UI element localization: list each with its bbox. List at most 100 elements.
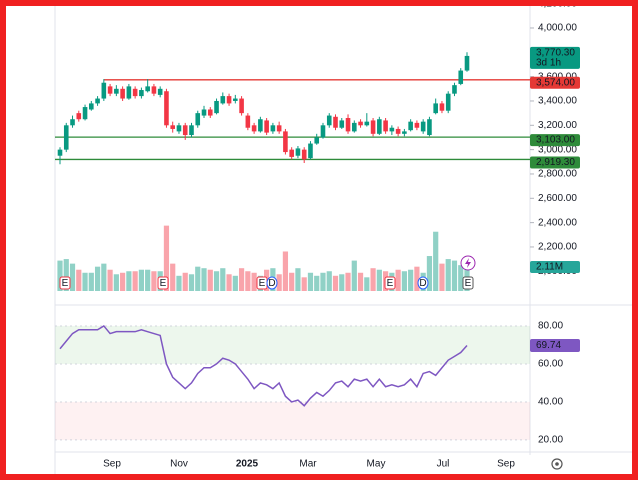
level-label: 3,574.00	[536, 77, 575, 88]
level-label-box	[530, 134, 580, 147]
volume-bar	[182, 272, 188, 291]
candle-body	[402, 131, 407, 134]
settings-icon[interactable]	[551, 458, 563, 470]
volume-bar	[351, 260, 357, 291]
candle-body	[76, 113, 82, 120]
volume-bar	[76, 269, 82, 291]
candle-body	[239, 98, 244, 114]
candle-body	[182, 125, 188, 136]
y-tick-label: 2,400.00	[538, 217, 577, 228]
rsi-tick-label: 80.00	[538, 321, 563, 332]
volume-bar	[332, 275, 339, 291]
volume-bar	[113, 274, 119, 291]
candle-body	[95, 98, 100, 104]
event-badge-label: E	[465, 278, 472, 289]
event-badge-label: E	[259, 278, 266, 289]
rsi-tick-label: 60.00	[538, 359, 563, 370]
candle-body	[420, 121, 426, 132]
volume-bar	[364, 277, 370, 291]
rsi-tick-label: 20.00	[538, 435, 563, 446]
volume-bar	[314, 275, 320, 291]
candle-body	[464, 55, 470, 71]
candle-body	[214, 100, 219, 114]
candle-body	[414, 122, 420, 128]
candle-body	[70, 119, 75, 126]
candle-body	[345, 118, 351, 132]
candle-body	[89, 103, 94, 110]
y-tick-label: 3,000.00	[538, 144, 577, 155]
x-tick-label: May	[367, 459, 386, 470]
volume-bar	[88, 272, 94, 291]
event-badge-box	[157, 276, 169, 290]
y-tick-label: 3,200.00	[538, 120, 577, 131]
volume-bar	[395, 269, 401, 291]
level-label-box	[530, 76, 580, 89]
level-label: 2,919.30	[536, 157, 575, 168]
candle-body	[408, 121, 413, 131]
event-badge-label: D	[268, 278, 275, 289]
volume-bar	[289, 272, 295, 291]
candle-body	[351, 122, 357, 132]
level-label: 3,103.00	[536, 135, 575, 146]
volume-bar	[94, 266, 101, 291]
y-tick-label: 4,000.00	[538, 23, 577, 34]
candle-body	[389, 127, 395, 132]
candle-body	[63, 125, 69, 150]
event-badge-box	[417, 276, 429, 290]
volume-bar	[251, 272, 257, 291]
event-badge-label: E	[160, 278, 167, 289]
candle-body	[439, 103, 445, 111]
candle-body	[101, 82, 107, 99]
event-badge: E	[157, 276, 169, 290]
candle-body	[433, 103, 438, 114]
candle-body	[226, 96, 232, 104]
event-badge-box	[59, 276, 71, 290]
candle-body	[301, 149, 307, 160]
volume-label: 2.11M	[536, 262, 563, 273]
volume-bar	[401, 271, 407, 291]
volume-bar	[276, 274, 282, 291]
candle-body	[289, 149, 294, 157]
volume-bar	[195, 266, 201, 291]
candle-body	[364, 121, 370, 126]
volume-bar	[370, 268, 376, 291]
y-tick-label: 2,800.00	[538, 169, 577, 180]
volume-bar	[408, 269, 414, 291]
y-tick-label: 4,200.00	[538, 0, 577, 9]
volume-bar	[188, 274, 195, 291]
y-tick-label: 2,200.00	[538, 242, 577, 253]
candle-body	[233, 98, 238, 101]
x-tick-label: Jul	[437, 459, 450, 470]
candle-body	[107, 86, 113, 94]
candle-body	[114, 88, 119, 94]
candle-body	[377, 119, 382, 134]
candle-body	[358, 121, 363, 126]
volume-bar	[101, 263, 107, 291]
event-badge: E	[59, 276, 71, 290]
event-badge: D	[417, 276, 429, 290]
volume-bar	[357, 272, 364, 291]
volume-bar	[145, 269, 151, 291]
event-badge-box	[384, 276, 396, 290]
volume-bar	[458, 265, 464, 291]
candle-body	[295, 148, 301, 156]
candle-body	[370, 120, 376, 134]
volume-bar	[82, 272, 88, 291]
event-badge-box	[462, 276, 474, 290]
volume-bar	[151, 271, 157, 291]
candle-body	[258, 119, 263, 132]
y-tick-label: 3,600.00	[538, 71, 577, 82]
volume-bar	[138, 269, 144, 291]
volume-bar	[163, 225, 170, 291]
candle-body	[283, 131, 288, 153]
rsi-line	[59, 324, 468, 407]
y-tick-label: 3,400.00	[538, 96, 577, 107]
candle-body	[120, 88, 125, 99]
candle-body	[176, 125, 182, 132]
rsi-label: 69.74	[536, 340, 561, 351]
volume-bar	[120, 272, 126, 291]
volume-bar	[301, 277, 307, 291]
candle-body	[245, 115, 251, 128]
last-price-box	[530, 46, 580, 69]
